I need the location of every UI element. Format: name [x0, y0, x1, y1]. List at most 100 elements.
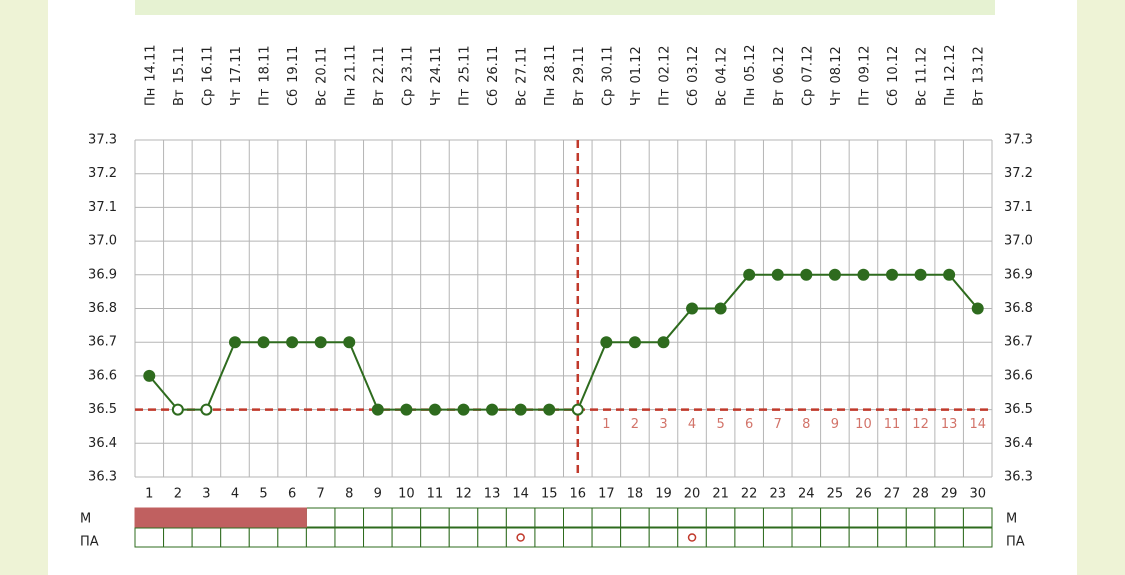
m-cell — [848, 507, 879, 528]
x-tick-label: 1 — [145, 487, 153, 502]
date-header: Ср 07.12 — [800, 45, 815, 106]
y-tick-label: 36.6 — [88, 368, 117, 383]
weekday: Вт — [171, 89, 186, 106]
date: 08.12 — [828, 46, 843, 83]
x-tick-label: 22 — [741, 487, 758, 502]
pa-mark — [687, 533, 697, 542]
m-cell — [877, 507, 907, 528]
date: 29.11 — [571, 46, 586, 83]
temperature-point — [257, 336, 270, 349]
side-strip — [1077, 0, 1125, 575]
date: 22.11 — [371, 46, 386, 83]
temperature-point — [771, 268, 784, 281]
date: 12.12 — [943, 45, 958, 82]
luteal-day-label: 9 — [831, 417, 839, 432]
date-header: Чт 17.11 — [228, 46, 243, 106]
pa-label-right: ПА — [1006, 535, 1025, 550]
temperature-point — [971, 302, 984, 315]
x-tick-label: 8 — [345, 487, 353, 502]
pa-cell — [420, 527, 450, 548]
date-header: Пн 28.11 — [543, 45, 558, 107]
m-cell — [620, 507, 650, 528]
date: 17.11 — [228, 46, 243, 83]
y-tick-label: 36.4 — [88, 436, 117, 451]
pa-cell — [163, 527, 193, 548]
pa-cell — [591, 527, 622, 548]
temperature-point — [400, 403, 413, 416]
y-tick-label-right: 36.6 — [1004, 368, 1033, 383]
date-header: Вс 11.12 — [914, 47, 929, 106]
date-header: Пт 02.12 — [657, 45, 672, 106]
y-tick-label-right: 36.5 — [1004, 402, 1033, 417]
date: 04.12 — [714, 47, 729, 84]
luteal-day-label: 5 — [716, 417, 724, 432]
y-tick-label-right: 37.2 — [1004, 166, 1033, 181]
date-header: Пт 09.12 — [857, 45, 872, 106]
pa-cell — [277, 527, 307, 548]
x-tick-label: 30 — [969, 487, 986, 502]
pa-cell — [448, 527, 479, 548]
luteal-day-label: 14 — [969, 417, 986, 432]
date-header: Вт 15.11 — [171, 46, 186, 106]
pa-cell — [734, 527, 764, 548]
side-strip — [0, 0, 48, 575]
temperature-point — [686, 302, 699, 315]
header-box — [135, 0, 995, 15]
pa-cell — [962, 527, 993, 548]
m-mark — [277, 507, 307, 528]
y-tick-label-right: 37.0 — [1004, 234, 1033, 249]
x-tick-label: 12 — [455, 487, 472, 502]
date: 06.12 — [771, 46, 786, 83]
date-header: Пн 14.11 — [143, 45, 158, 107]
date-header: Ср 23.11 — [400, 45, 415, 106]
m-cell — [591, 507, 622, 528]
x-tick-label: 26 — [855, 487, 872, 502]
weekday: Ср — [600, 89, 615, 106]
date: 02.12 — [657, 45, 672, 82]
m-label-right: М — [1006, 512, 1017, 527]
weekday: Вс — [714, 90, 729, 106]
weekday: Вт — [971, 89, 986, 106]
weekday: Пн — [343, 88, 358, 106]
pa-cell — [305, 527, 336, 548]
date-header: Пт 25.11 — [457, 45, 472, 106]
x-tick-label: 11 — [427, 487, 444, 502]
temperature-point — [486, 403, 499, 416]
x-tick-label: 4 — [231, 487, 239, 502]
temperature-point — [171, 403, 184, 416]
weekday: Чт — [428, 89, 443, 106]
temperature-point — [543, 403, 556, 416]
date: 20.11 — [314, 47, 329, 84]
date: 07.12 — [800, 45, 815, 82]
date: 14.11 — [143, 45, 158, 82]
date-header: Пт 18.11 — [257, 45, 272, 106]
m-cell — [762, 507, 793, 528]
temperature-point — [800, 268, 813, 281]
luteal-day-label: 12 — [912, 417, 929, 432]
luteal-day-label: 6 — [745, 417, 753, 432]
x-tick-label: 28 — [912, 487, 929, 502]
date-header: Вт 06.12 — [771, 46, 786, 106]
y-tick-label: 37.2 — [88, 166, 117, 181]
weekday: Ср — [800, 89, 815, 106]
m-label: М — [80, 512, 91, 527]
date: 13.12 — [971, 46, 986, 83]
luteal-day-label: 10 — [855, 417, 872, 432]
temperature-point — [286, 336, 299, 349]
m-cell — [734, 507, 764, 528]
weekday: Пт — [857, 88, 872, 106]
weekday: Ср — [200, 89, 215, 106]
date: 10.12 — [886, 46, 901, 83]
date: 30.11 — [600, 45, 615, 82]
y-tick-label: 37.1 — [88, 200, 117, 215]
x-tick-label: 29 — [941, 487, 958, 502]
x-tick-label: 16 — [570, 487, 587, 502]
m-cell — [305, 507, 336, 528]
x-tick-label: 23 — [769, 487, 786, 502]
temperature-point — [943, 268, 956, 281]
m-cell — [477, 507, 507, 528]
weekday: Вт — [571, 89, 586, 106]
y-tick-label-right: 36.9 — [1004, 267, 1033, 282]
pa-cell — [505, 527, 536, 548]
